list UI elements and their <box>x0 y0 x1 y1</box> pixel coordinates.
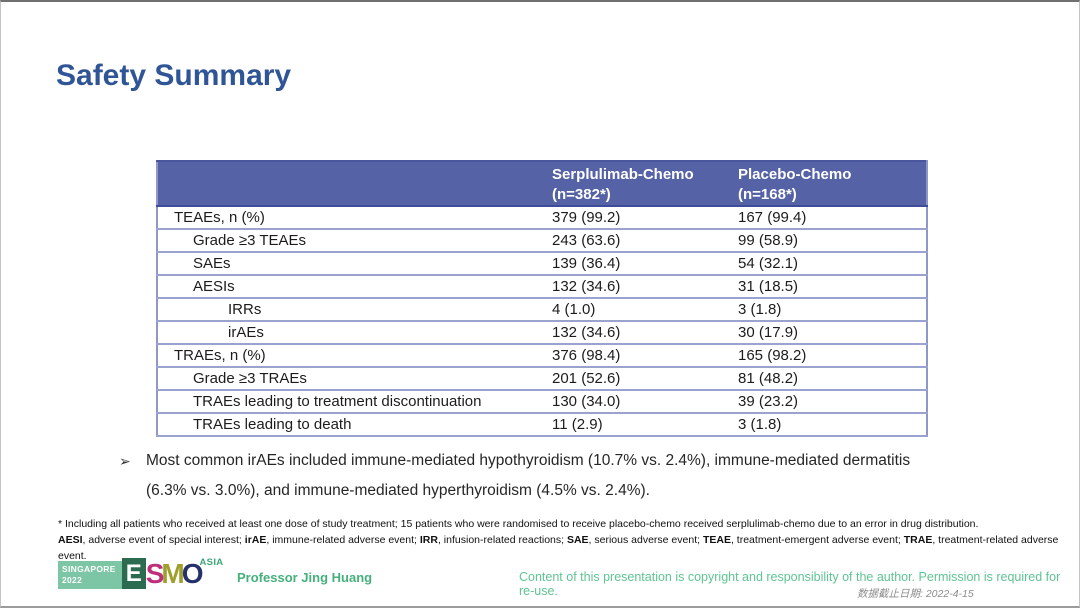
row-label: Grade ≥3 TRAEs <box>157 367 532 391</box>
placebo-value: 54 (32.1) <box>722 252 927 276</box>
row-label: TRAEs leading to death <box>157 413 532 437</box>
placebo-value: 99 (58.9) <box>722 229 927 253</box>
safety-table-body: TEAEs, n (%) 379 (99.2) 167 (99.4) Grade ≥3… <box>157 206 927 437</box>
serplulimab-value: 4 (1.0) <box>532 298 722 322</box>
table-row: AESIs 132 (34.6) 31 (18.5) <box>157 275 927 299</box>
safety-summary-table: Serplulimab-Chemo (n=382*) Placebo-Chemo… <box>156 160 928 437</box>
placebo-value: 30 (17.9) <box>722 321 927 345</box>
header-serplulimab-chemo: Serplulimab-Chemo (n=382*) <box>532 161 722 207</box>
row-label: irAEs <box>157 321 532 345</box>
footnote-segment: IRR <box>419 534 438 546</box>
serplulimab-value: 132 (34.6) <box>532 275 722 299</box>
footnotes: * Including all patients who received at… <box>58 516 1066 564</box>
footnote-segment: AESI <box>58 534 83 546</box>
table-row: Grade ≥3 TRAEs 201 (52.6) 81 (48.2) <box>157 367 927 391</box>
logo-letter: E <box>121 558 146 589</box>
logo-letter: S <box>145 558 165 589</box>
placebo-value: 165 (98.2) <box>722 344 927 368</box>
serplulimab-value: 132 (34.6) <box>532 321 722 345</box>
placebo-value: 39 (23.2) <box>722 390 927 414</box>
footnote-abbreviations: AESI, adverse event of special interest;… <box>58 532 1066 564</box>
serplulimab-value: 243 (63.6) <box>532 229 722 253</box>
footnote-population: * Including all patients who received at… <box>58 518 979 530</box>
placebo-value: 31 (18.5) <box>722 275 927 299</box>
safety-table: Serplulimab-Chemo (n=382*) Placebo-Chemo… <box>156 160 928 437</box>
header-placebo-chemo: Placebo-Chemo (n=168*) <box>722 161 927 207</box>
bullet-arrow-icon: ➢ <box>119 453 131 469</box>
table-row: TRAEs leading to treatment discontinuati… <box>157 390 927 414</box>
data-cutoff-date: 数据截止日期: 2022-4-15 <box>857 588 974 600</box>
copyright-notice: Content of this presentation is copyrigh… <box>519 570 1061 598</box>
placebo-value: 3 (1.8) <box>722 413 927 437</box>
page-title: Safety Summary <box>56 59 292 92</box>
table-row: IRRs 4 (1.0) 3 (1.8) <box>157 298 927 322</box>
table-row: TRAEs, n (%) 376 (98.4) 165 (98.2) <box>157 344 927 368</box>
footnote-segment: irAE <box>244 534 267 546</box>
footnote-segment: , treatment-emergent adverse event; <box>730 534 904 546</box>
serplulimab-value: 11 (2.9) <box>532 413 722 437</box>
placebo-value: 167 (99.4) <box>722 206 927 230</box>
serplulimab-value: 201 (52.6) <box>532 367 722 391</box>
serplulimab-value: 379 (99.2) <box>532 206 722 230</box>
row-label: AESIs <box>157 275 532 299</box>
bullet-text: Most common irAEs included immune-mediat… <box>146 452 911 499</box>
table-header-row: Serplulimab-Chemo (n=382*) Placebo-Chemo… <box>157 161 927 207</box>
table-row: TRAEs leading to death 11 (2.9) 3 (1.8) <box>157 413 927 437</box>
bullet-point: ➢ Most common irAEs included immune-medi… <box>119 446 951 506</box>
serplulimab-value: 139 (36.4) <box>532 252 722 276</box>
table-row: Grade ≥3 TEAEs 243 (63.6) 99 (58.9) <box>157 229 927 253</box>
table-row: irAEs 132 (34.6) 30 (17.9) <box>157 321 927 345</box>
logo-letter: M <box>161 558 184 589</box>
header-empty-cell <box>157 161 532 207</box>
footnote-segment: SAE <box>566 534 589 546</box>
footnote-segment: , infusion-related reactions; <box>437 534 567 546</box>
row-label: SAEs <box>157 252 532 276</box>
table-row: SAEs 139 (36.4) 54 (32.1) <box>157 252 927 276</box>
placebo-value: 3 (1.8) <box>722 298 927 322</box>
serplulimab-value: 376 (98.4) <box>532 344 722 368</box>
row-label: Grade ≥3 TEAEs <box>157 229 532 253</box>
footnote-segment: TRAE <box>903 534 933 546</box>
footnote-segment: , immune-related adverse event; <box>266 534 420 546</box>
serplulimab-value: 130 (34.0) <box>532 390 722 414</box>
footnote-segment: , adverse event of special interest; <box>82 534 245 546</box>
presenter-name: Professor Jing Huang <box>237 570 373 585</box>
logo-venue-badge: SINGAPORE 2022 <box>58 561 122 589</box>
placebo-value: 81 (48.2) <box>722 367 927 391</box>
table-row: TEAEs, n (%) 379 (99.2) 167 (99.4) <box>157 206 927 230</box>
logo-region-label: ASIA <box>199 557 224 568</box>
row-label: TRAEs leading to treatment discontinuati… <box>157 390 532 414</box>
row-label: TRAEs, n (%) <box>157 344 532 368</box>
footnote-segment: , serious adverse event; <box>588 534 703 546</box>
row-label: TEAEs, n (%) <box>157 206 532 230</box>
row-label: IRRs <box>157 298 532 322</box>
footnote-segment: TEAE <box>702 534 731 546</box>
logo-letter: O <box>181 558 204 589</box>
footnote-segment: , treatment-related adverse event. <box>58 534 1059 562</box>
